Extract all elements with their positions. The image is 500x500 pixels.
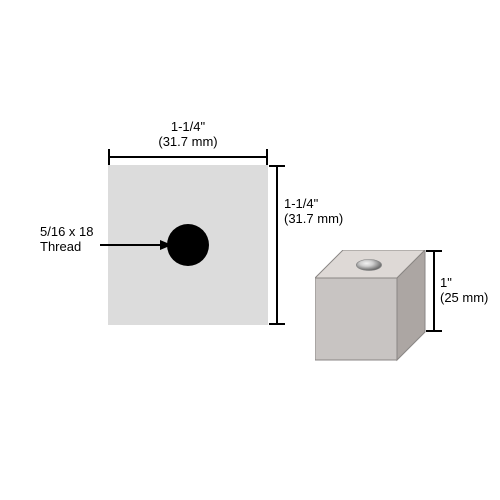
front-view-thread-hole bbox=[167, 224, 209, 266]
thread-line2: Thread bbox=[40, 239, 81, 254]
cube-top-hole bbox=[356, 259, 382, 271]
dim-top-metric: (31.7 mm) bbox=[158, 134, 217, 149]
dim-iso-tick-top bbox=[426, 250, 442, 252]
dim-iso-imperial: 1" bbox=[440, 275, 452, 290]
thread-leader-arrow-icon bbox=[160, 240, 172, 250]
dim-iso-line bbox=[433, 250, 435, 332]
dim-right-tick-bottom bbox=[269, 323, 285, 325]
thread-leader bbox=[100, 244, 162, 246]
dim-iso-tick-bottom bbox=[426, 330, 442, 332]
dim-top-tick-right bbox=[266, 149, 268, 165]
thread-line1: 5/16 x 18 bbox=[40, 224, 94, 239]
cube-front-face bbox=[315, 278, 397, 360]
dim-top-tick-left bbox=[108, 149, 110, 165]
dim-top-imperial: 1-1/4" bbox=[171, 119, 205, 134]
thread-callout: 5/16 x 18 Thread bbox=[40, 225, 94, 255]
dim-top-label: 1-1/4" (31.7 mm) bbox=[108, 120, 268, 150]
dim-right-imperial: 1-1/4" bbox=[284, 196, 318, 211]
diagram-stage: 1-1/4" (31.7 mm) 1-1/4" (31.7 mm) 5/16 x… bbox=[0, 0, 500, 500]
dim-top-line bbox=[108, 156, 268, 158]
dim-iso-metric: (25 mm) bbox=[440, 290, 488, 305]
dim-right-metric: (31.7 mm) bbox=[284, 211, 343, 226]
dim-right-label: 1-1/4" (31.7 mm) bbox=[284, 197, 354, 227]
dim-right-tick-top bbox=[269, 165, 285, 167]
dim-iso-label: 1" (25 mm) bbox=[440, 276, 500, 306]
dim-right-line bbox=[276, 165, 278, 325]
